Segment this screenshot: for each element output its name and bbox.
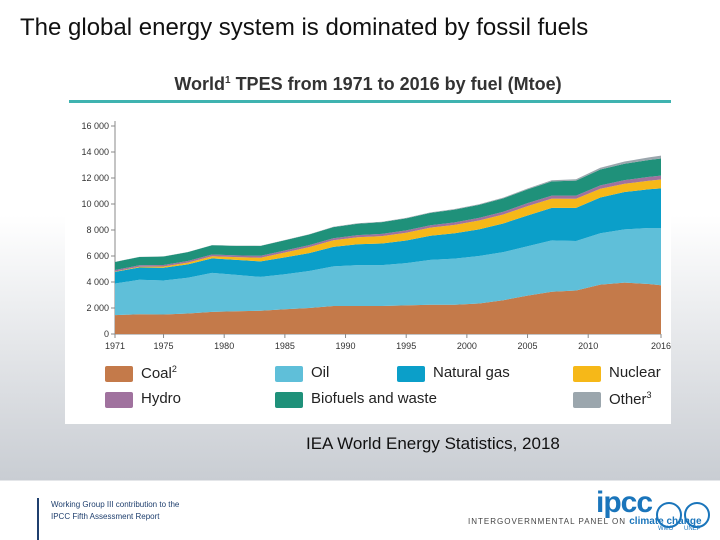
legend-swatch-other [573, 392, 601, 408]
y-tick-label: 14 000 [81, 147, 109, 157]
x-tick-label: 1975 [154, 341, 174, 351]
legend-label-other: Other3 [609, 390, 652, 408]
wmo-logo-icon [656, 502, 682, 528]
unep-label: UNEP [684, 526, 701, 532]
legend-swatch-natural-gas [397, 366, 425, 382]
legend-swatch-biofuels-and-waste [275, 392, 303, 408]
chart-title-sup: 1 [225, 75, 231, 86]
legend-swatch-oil [275, 366, 303, 382]
unep-logo-icon [684, 502, 710, 528]
legend-swatch-nuclear [573, 366, 601, 382]
legend-swatch-hydro [105, 392, 133, 408]
y-tick-label: 2 000 [86, 303, 109, 313]
x-tick-label: 2016 [651, 341, 671, 351]
source-caption: IEA World Energy Statistics, 2018 [306, 434, 560, 453]
x-tick-label: 1985 [275, 341, 295, 351]
y-tick-label: 12 000 [81, 173, 109, 183]
y-tick-label: 6 000 [86, 251, 109, 261]
slide-title: The global energy system is dominated by… [20, 14, 589, 41]
chart-title-rest: TPES from 1971 to 2016 by fuel (Mtoe) [230, 74, 562, 94]
working-group-line2: IPCC Fifth Assessment Report [51, 512, 160, 521]
legend-label-hydro: Hydro [141, 390, 182, 407]
footer-divider [37, 498, 39, 540]
x-tick-label: 1971 [105, 341, 125, 351]
ipcc-tagline-text: INTERGOVERNMENTAL PANEL ON [468, 517, 630, 526]
series-area-oil [115, 228, 661, 316]
legend-footnote-coal: 2 [171, 364, 177, 374]
title-rule [69, 100, 671, 103]
legend-label-natural-gas: Natural gas [433, 364, 510, 381]
series-area-other [115, 155, 661, 262]
y-tick-label: 16 000 [81, 121, 109, 131]
series-area-natural-gas [115, 188, 661, 284]
ipcc-logo: ipcc [596, 486, 653, 519]
area-chart: 0 2 000 4 000 6 000 8 000 10 000 12 000 14 000 1… [81, 121, 671, 351]
legend-label-nuclear: Nuclear [609, 364, 661, 381]
legend-label-biofuels-and-waste: Biofuels and waste [311, 390, 437, 407]
footer [0, 481, 720, 540]
series-area-hydro [115, 175, 661, 272]
x-tick-label: 1990 [336, 341, 356, 351]
working-group-line1: Working Group III contribution to the [51, 500, 180, 509]
legend-footnote-other: 3 [646, 390, 652, 400]
y-tick-label: 0 [104, 329, 109, 339]
chart-panel: World1 TPES from 1971 to 2016 by fuel (M… [65, 66, 671, 424]
y-tick-label: 10 000 [81, 199, 109, 209]
chart-title-word: World [174, 74, 225, 94]
x-tick-label: 2000 [457, 341, 477, 351]
legend-swatch-coal [105, 366, 133, 382]
legend-label-oil: Oil [311, 364, 330, 381]
working-group-note: Working Group III contribution to the IP… [51, 499, 221, 523]
x-tick-label: 1980 [214, 341, 234, 351]
legend-label-coal: Coal2 [141, 364, 177, 382]
y-tick-label: 8 000 [86, 225, 109, 235]
y-tick-label: 4 000 [86, 277, 109, 287]
wmo-label: WMO [658, 526, 674, 532]
x-tick-label: 1995 [396, 341, 416, 351]
series-area-nuclear [115, 179, 661, 272]
x-tick-label: 2010 [578, 341, 598, 351]
x-tick-label: 2005 [518, 341, 538, 351]
series-area-coal [115, 282, 661, 334]
chart-title: World1 TPES from 1971 to 2016 by fuel (M… [65, 74, 671, 95]
series-area-biofuels-and-waste [115, 158, 661, 271]
